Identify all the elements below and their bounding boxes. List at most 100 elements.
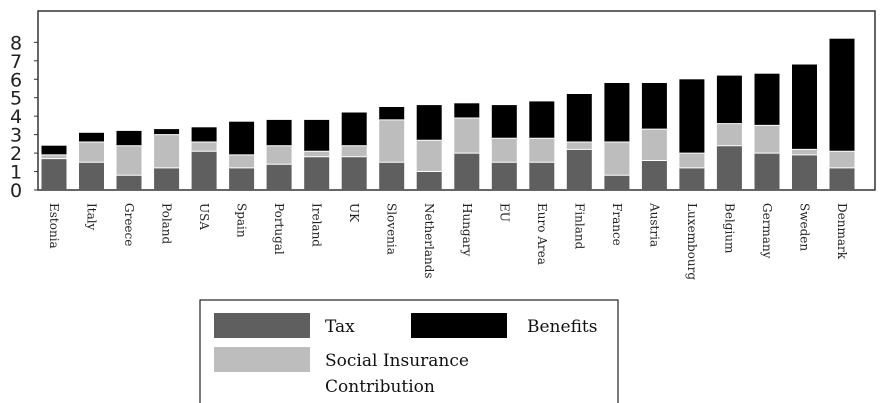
- bar-germany-series-0: [754, 153, 780, 190]
- bar-spain-series-1: [229, 154, 255, 168]
- bar-slovenia-series-1: [379, 119, 405, 163]
- bar-hungary-series-2: [454, 103, 480, 119]
- category-label-spain: Spain: [235, 203, 249, 238]
- category-label-luxembourg: Luxembourg: [685, 203, 699, 280]
- category-label-eu: EU: [497, 203, 511, 222]
- bar-germany-series-2: [754, 73, 780, 126]
- category-label-germany: Germany: [760, 203, 774, 259]
- bar-belgium-series-2: [716, 75, 742, 124]
- bar-finland-series-1: [566, 142, 592, 150]
- legend-label-tax: Tax: [325, 317, 355, 337]
- category-label-netherlands: Netherlands: [422, 203, 436, 279]
- category-label-portugal: Portugal: [272, 203, 286, 255]
- bar-france-series-1: [604, 142, 630, 176]
- y-tick-label: 8: [10, 32, 22, 54]
- bar-poland-series-0: [154, 167, 180, 190]
- bar-eu-series-1: [491, 138, 517, 163]
- bar-netherlands-series-0: [416, 171, 442, 190]
- category-label-euro-area: Euro Area: [535, 203, 549, 265]
- category-label-belgium: Belgium: [722, 203, 736, 254]
- bar-luxembourg-series-1: [679, 153, 705, 168]
- bar-euro-area-series-1: [529, 138, 555, 163]
- legend-swatch-tax: [214, 313, 310, 338]
- y-tick-label: 4: [10, 106, 22, 128]
- bar-usa-series-0: [191, 151, 217, 190]
- category-label-ireland: Ireland: [310, 203, 324, 247]
- bar-italy-series-1: [79, 142, 104, 163]
- category-label-slovenia: Slovenia: [385, 203, 399, 255]
- bar-euro-area-series-2: [529, 101, 555, 139]
- bar-eu-series-2: [491, 105, 517, 139]
- category-label-denmark: Denmark: [835, 203, 849, 260]
- legend-swatch-social-insurance: [214, 347, 310, 372]
- bar-uk-series-1: [341, 145, 367, 157]
- legend-swatch-benefits: [411, 313, 507, 338]
- bar-ireland-series-2: [304, 119, 330, 152]
- category-label-hungary: Hungary: [460, 203, 474, 256]
- bar-eu-series-0: [491, 162, 517, 190]
- bar-portugal-series-0: [266, 164, 292, 190]
- bar-ireland-series-1: [304, 151, 330, 157]
- bar-poland-series-1: [154, 134, 180, 168]
- y-tick-label: 7: [10, 51, 22, 73]
- bar-estonia-series-1: [41, 154, 67, 159]
- category-label-greece: Greece: [122, 203, 136, 246]
- bar-finland-series-2: [566, 94, 592, 142]
- bar-austria-series-2: [641, 83, 667, 130]
- bar-spain-series-2: [229, 121, 255, 155]
- bar-greece-series-1: [116, 145, 142, 176]
- bar-portugal-series-2: [266, 119, 292, 146]
- category-label-estonia: Estonia: [47, 203, 61, 249]
- category-label-sweden: Sweden: [798, 203, 812, 251]
- bar-portugal-series-1: [266, 145, 292, 165]
- bar-ireland-series-0: [304, 156, 330, 190]
- bar-slovenia-series-0: [379, 162, 405, 190]
- bar-france-series-0: [604, 175, 630, 190]
- bar-sweden-series-2: [792, 64, 817, 150]
- bar-hungary-series-0: [454, 153, 480, 190]
- category-label-usa: USA: [197, 203, 211, 230]
- bar-greece-series-2: [116, 130, 142, 146]
- bar-denmark-series-2: [829, 38, 855, 152]
- bar-netherlands-series-1: [416, 140, 442, 172]
- category-label-austria: Austria: [647, 202, 661, 247]
- bar-finland-series-0: [566, 149, 592, 190]
- legend: Tax Benefits Social Insurance Contributi…: [199, 299, 619, 403]
- bar-austria-series-1: [641, 129, 667, 161]
- category-label-finland: Finland: [572, 203, 586, 250]
- bar-luxembourg-series-0: [679, 167, 705, 190]
- bar-italy-series-2: [79, 132, 104, 142]
- category-label-uk: UK: [347, 203, 361, 223]
- bar-germany-series-1: [754, 125, 780, 154]
- bar-poland-series-2: [154, 129, 180, 135]
- category-label-italy: Italy: [85, 203, 99, 231]
- category-label-poland: Poland: [160, 203, 174, 245]
- bar-spain-series-0: [229, 167, 255, 190]
- y-tick-label: 2: [10, 143, 22, 165]
- y-tick-label: 0: [10, 180, 22, 202]
- bar-uk-series-0: [341, 156, 367, 190]
- bar-usa-series-1: [191, 142, 217, 152]
- y-tick-label: 6: [10, 69, 22, 91]
- bar-luxembourg-series-2: [679, 79, 705, 154]
- category-labels: Estonia Italy Greece Poland USA Spain Portugal…: [47, 202, 849, 280]
- bar-sweden-series-1: [792, 149, 817, 155]
- bar-denmark-series-0: [829, 167, 855, 190]
- bar-belgium-series-0: [716, 145, 742, 190]
- legend-label-benefits: Benefits: [527, 317, 597, 337]
- bar-netherlands-series-2: [416, 105, 442, 141]
- y-tick-label: 3: [10, 125, 22, 147]
- bars: [41, 38, 855, 190]
- y-tick-label: 1: [10, 162, 22, 184]
- bar-sweden-series-0: [792, 154, 817, 190]
- bar-italy-series-0: [79, 162, 104, 190]
- legend-label-social-insurance-line1: Social Insurance: [325, 351, 469, 371]
- bar-hungary-series-1: [454, 118, 480, 154]
- bar-estonia-series-2: [41, 145, 67, 155]
- bar-euro-area-series-0: [529, 162, 555, 190]
- legend-label-social-insurance-line2: Contribution: [325, 377, 435, 397]
- bar-france-series-2: [604, 83, 630, 143]
- category-label-france: France: [610, 203, 624, 246]
